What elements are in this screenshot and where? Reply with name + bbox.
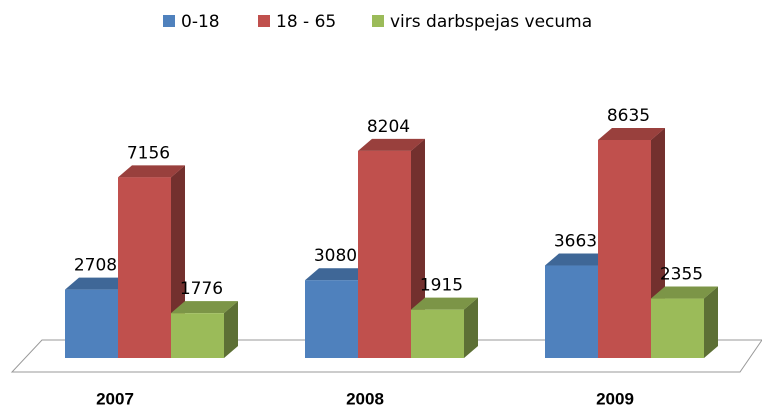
data-label: 1915 [420,276,463,296]
bar-front [171,313,224,358]
bar-top [171,301,238,314]
data-label: 8204 [367,117,410,137]
bar-top-shade [65,277,132,290]
legend-label: virs darbspejas vecuma [390,12,592,32]
legend-label: 18 - 65 [276,12,336,32]
legend-swatch [258,15,270,27]
bar-top [358,138,425,151]
data-label: 8635 [607,106,650,126]
bar-front [305,280,358,358]
bar-front [65,289,118,358]
bar-top [411,297,478,310]
data-label: 2355 [660,265,703,285]
bar-top-shade [305,268,372,281]
bar-front [598,140,651,358]
data-label: 3663 [554,232,597,252]
bar-top [65,277,132,290]
bar-side [464,297,478,358]
x-tick-label: 2009 [596,389,634,408]
bar-front [545,265,598,358]
bar-side [704,286,718,358]
bar-front [118,177,171,358]
bar-side-shade [704,286,718,358]
legend-label: 0-18 [181,12,220,32]
bar-top [305,268,372,281]
bar-side-shade [464,297,478,358]
bar-front [358,150,411,358]
bar-front [411,309,464,358]
bar [411,297,478,358]
bar-top [598,128,665,140]
bar-top-shade [651,286,718,299]
data-label: 7156 [127,143,170,163]
bar-top-shade [358,138,425,151]
bar-top-shade [118,165,185,178]
bar [651,286,718,358]
bar-side [224,301,238,358]
legend-swatch [163,15,175,27]
x-tick-label: 2007 [96,389,134,408]
data-label: 2708 [74,256,117,276]
data-label: 3080 [314,246,357,266]
bar [171,301,238,358]
bar-top-shade [598,128,665,140]
data-label: 1776 [180,279,223,299]
bar-top-shade [545,253,612,266]
x-tick-label: 2008 [346,389,384,408]
bar-top-shade [411,297,478,310]
bar-top [118,165,185,178]
bar-top-shade [171,301,238,314]
bar [598,128,665,358]
legend-swatch [372,15,384,27]
bar-top [651,286,718,299]
bar-top [545,253,612,266]
bar-front [651,298,704,358]
bar-side-shade [224,301,238,358]
